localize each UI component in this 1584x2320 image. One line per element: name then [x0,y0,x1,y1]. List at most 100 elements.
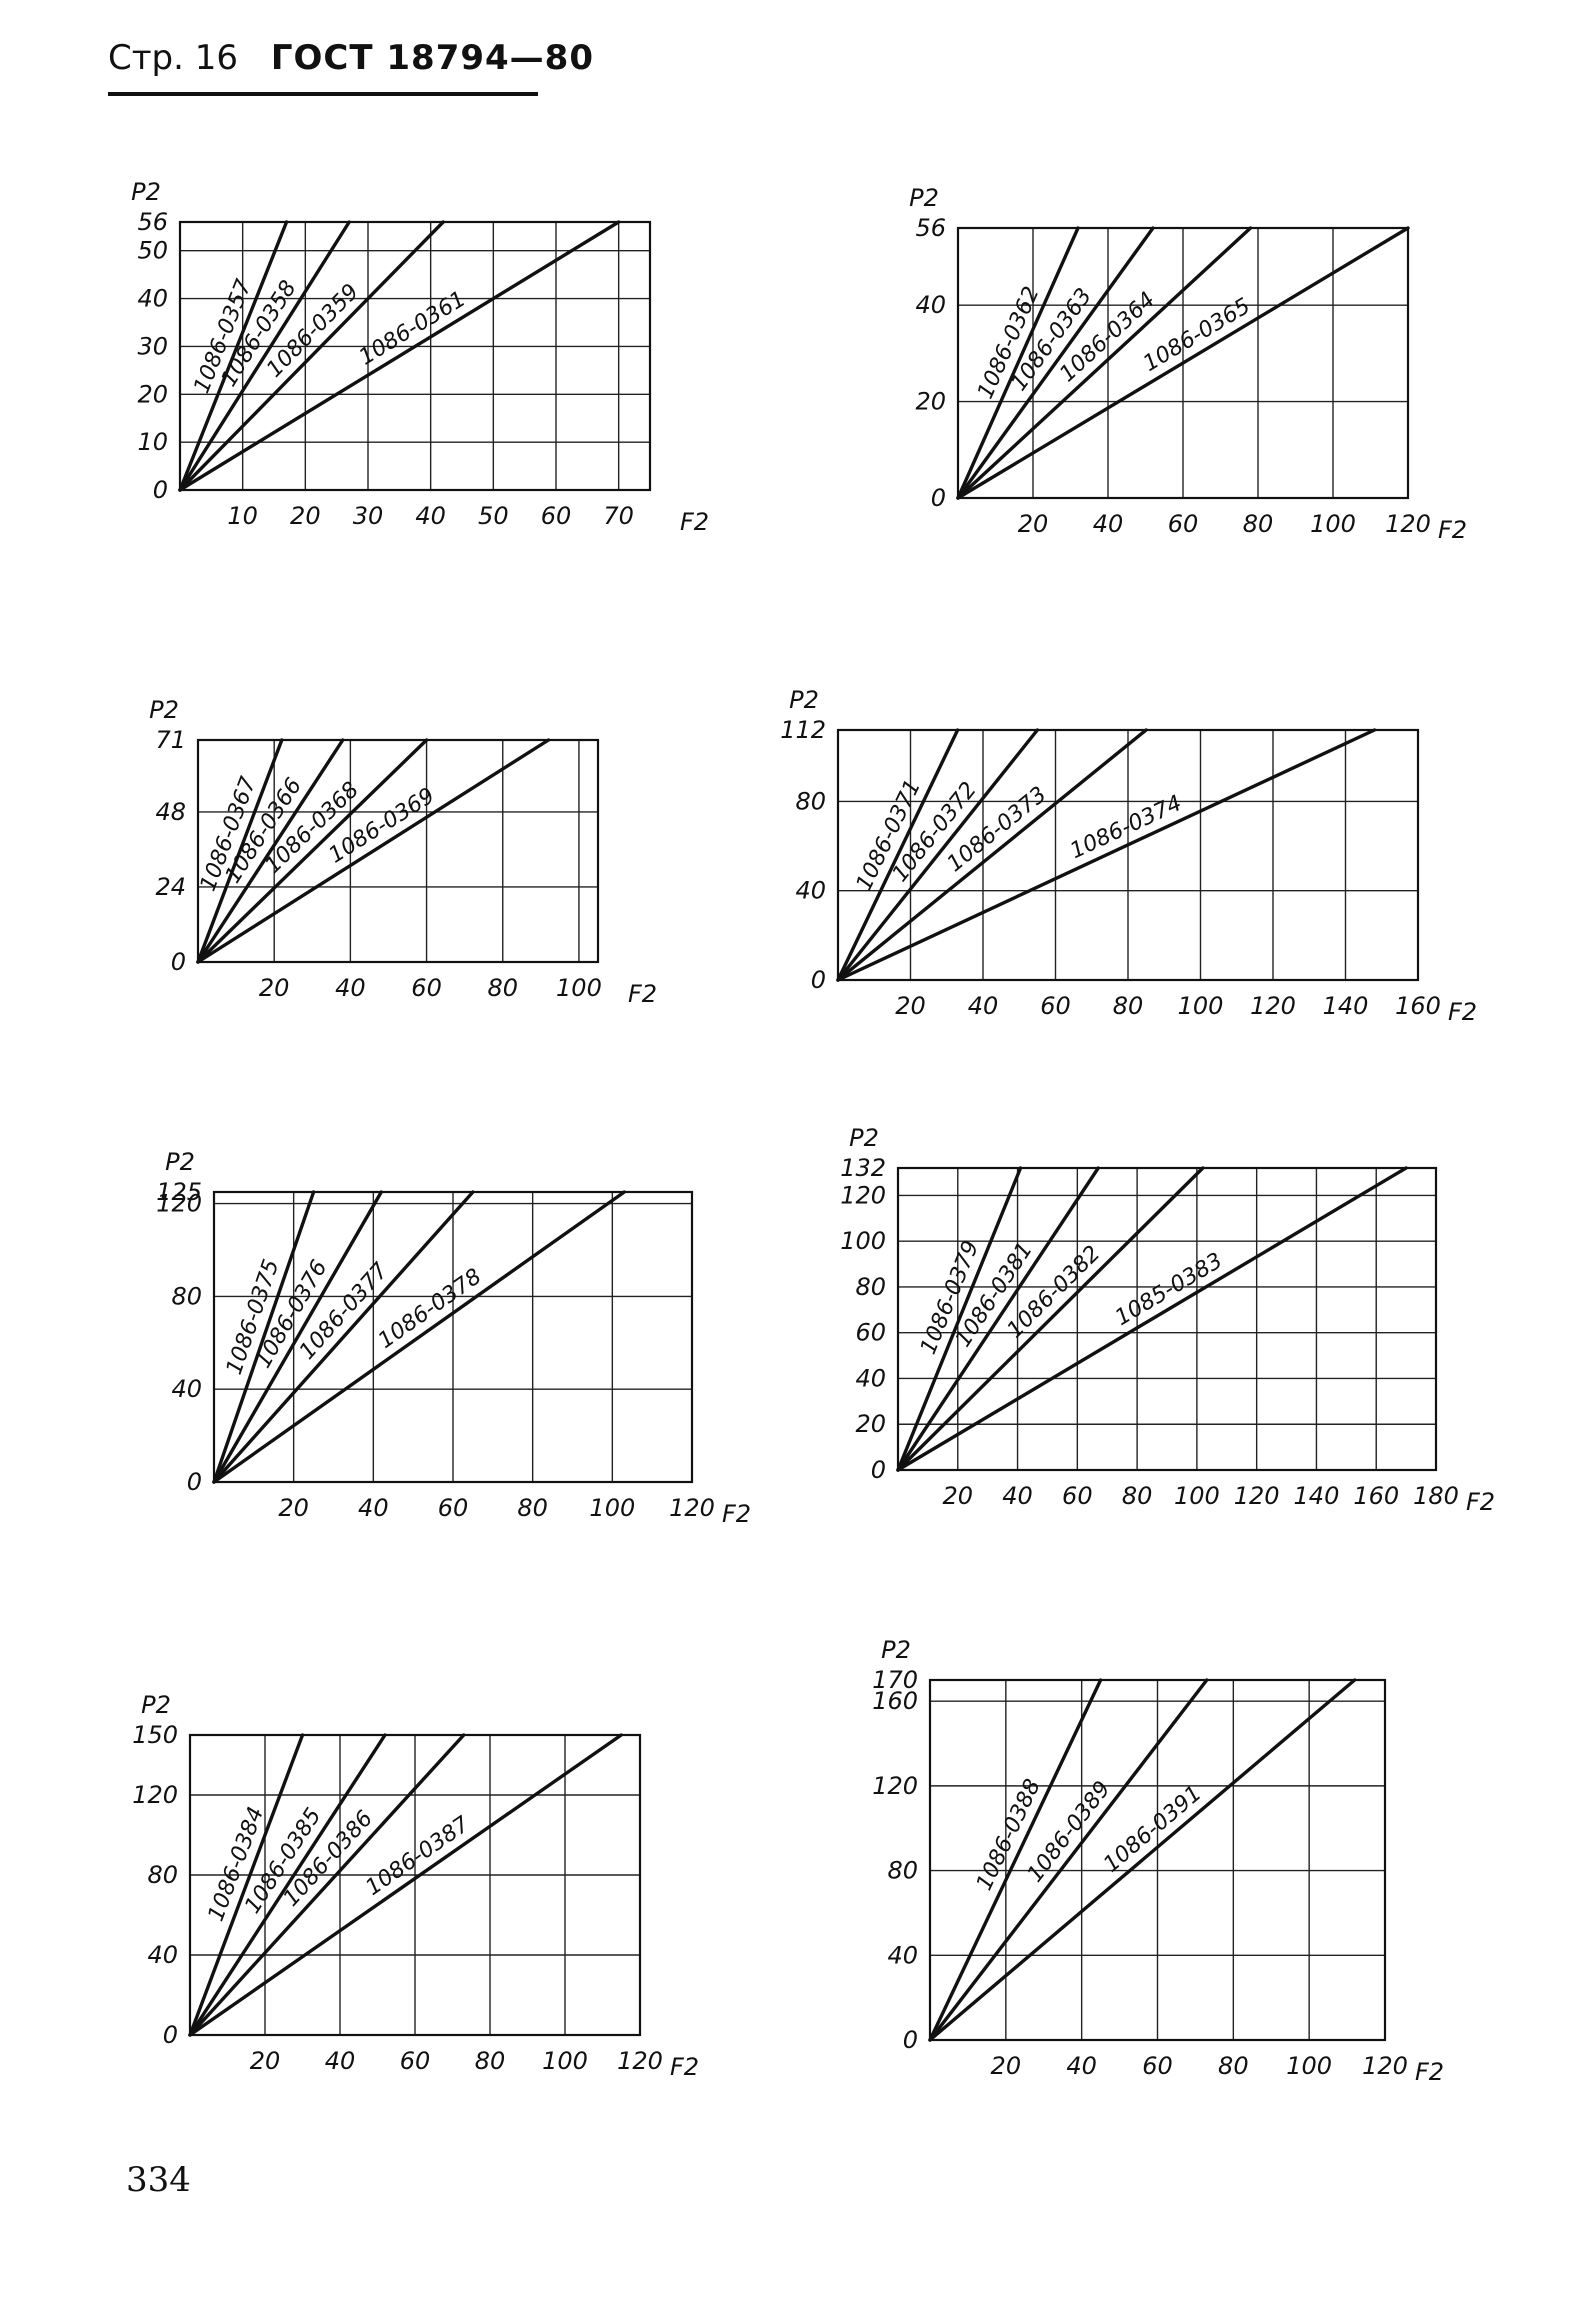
series-line-1086-0376 [212,1190,384,1484]
y-axis-label: P2 [881,1636,911,1664]
y-tick-label: 10 [137,428,168,456]
x-tick-label: 40 [1002,1482,1033,1510]
x-tick-label: 10 [227,502,258,530]
series-line-1086-0357 [178,220,289,492]
series-line-1086-0358 [178,220,351,492]
y-axis-label: P2 [141,1691,171,1719]
x-axis-label: F2 [722,1500,751,1528]
y-axis-label: P2 [131,178,161,206]
x-tick-label: 20 [991,2052,1022,2080]
x-tick-label: 60 [541,502,572,530]
x-axis-label: F2 [1466,1488,1495,1516]
x-tick-label: 30 [353,502,384,530]
x-tick-label: 60 [1040,992,1071,1020]
x-tick-label: 100 [1178,992,1224,1020]
series-line-1086-0389 [928,1678,1209,2042]
y-tick-label: 0 [153,476,168,504]
x-tick-label: 80 [1243,510,1274,538]
y-tick-label: 80 [147,1861,178,1889]
plot-frame [188,1733,642,2037]
x-tick-label: 100 [556,974,602,1002]
series-line-1086-0381 [896,1166,1100,1472]
header-rule [108,92,538,96]
x-tick-label: 20 [259,974,290,1002]
series-line-1086-0363 [956,226,1155,500]
series-line-1086-0371 [836,728,960,982]
y-tick-label: 0 [811,966,826,994]
page-number: 334 [126,2160,191,2200]
y-tick-label: 120 [156,1190,202,1218]
plot-frame [178,220,652,492]
x-tick-label: 60 [1142,2052,1173,2080]
x-tick-label: 60 [400,2047,431,2075]
y-axis-label: P2 [789,686,819,714]
series-line-1086-0366 [196,738,345,964]
y-tick-label: 80 [855,1273,886,1301]
series-line-1086-0388 [928,1678,1103,2042]
y-tick-label: 0 [171,948,186,976]
y-tick-label: 0 [903,2026,918,2054]
series-line-1086-0361 [178,220,621,492]
y-tick-label: 48 [155,798,186,826]
x-tick-label: 120 [617,2047,663,2075]
y-tick-label: 40 [137,285,168,313]
series-label-1085-0383: 1085-0383 [1111,1248,1227,1331]
x-tick-label: 40 [1093,510,1124,538]
x-tick-label: 80 [1122,1482,1153,1510]
x-tick-label: 120 [1362,2052,1408,2080]
y-tick-label: 160 [872,1687,918,1715]
x-tick-label: 40 [1066,2052,1097,2080]
plot-frame [896,1166,1438,1472]
chart-1: 10 20 30 40 50 60 700102030405056P2F21086-0357… [131,178,709,536]
y-tick-label: 0 [163,2021,178,2049]
y-tick-label: 71 [155,726,186,754]
series-line-1086-0369 [196,738,551,964]
chart-6: 20 40 60 80 100 120 140 160 18002040608010012013… [840,1124,1495,1516]
x-tick-label: 80 [487,974,518,1002]
x-tick-label: 180 [1413,1482,1459,1510]
series-line-1086-0374 [836,728,1377,982]
series-line-1086-0384 [188,1733,305,2037]
series-line-1086-0365 [956,226,1410,500]
y-tick-label: 132 [840,1154,886,1182]
chart-4: 20 40 60 80 100 120 140 16004080112P2F21086-037… [780,686,1477,1026]
x-tick-label: 60 [1062,1482,1093,1510]
y-tick-label: 60 [855,1319,886,1347]
standard-title: ГОСТ 18794—80 [270,38,594,78]
x-tick-label: 20 [1018,510,1049,538]
x-tick-label: 40 [335,974,366,1002]
series-label-1086-0387: 1086-0387 [361,1812,474,1901]
y-tick-label: 100 [840,1227,886,1255]
y-tick-label: 125 [156,1178,202,1206]
x-tick-label: 40 [968,992,999,1020]
x-tick-label: 160 [1353,1482,1399,1510]
plot-frame [196,738,600,964]
x-axis-label: F2 [670,2053,699,2081]
y-tick-label: 150 [132,1721,178,1749]
chart-2: 20 40 60 80 100 1200204056P2F21086-03621086-0… [909,184,1467,544]
y-axis-label: P2 [909,184,939,212]
x-axis-label: F2 [680,508,709,536]
series-line-1086-0387 [188,1733,623,2037]
y-tick-label: 56 [137,208,168,236]
y-tick-label: 0 [931,484,946,512]
x-tick-label: 40 [415,502,446,530]
x-tick-label: 120 [1385,510,1431,538]
y-tick-label: 112 [780,716,826,744]
y-tick-label: 20 [137,380,168,408]
series-line-1086-0375 [212,1190,316,1484]
y-tick-label: 80 [171,1282,202,1310]
x-tick-label: 80 [517,1494,548,1522]
series-line-1086-0362 [956,226,1080,500]
series-line-1086-0364 [956,226,1253,500]
y-tick-label: 40 [147,1941,178,1969]
y-axis-label: P2 [849,1124,879,1152]
y-tick-label: 40 [795,877,826,905]
x-tick-label: 20 [895,992,926,1020]
x-tick-label: 100 [589,1494,635,1522]
x-tick-label: 100 [1310,510,1356,538]
plot-frame [836,728,1420,982]
x-tick-label: 160 [1395,992,1441,1020]
plot-frame [928,1678,1387,2042]
chart-3: 20 40 60 80 1000244871P2F21086-03671086-0366… [149,696,657,1008]
